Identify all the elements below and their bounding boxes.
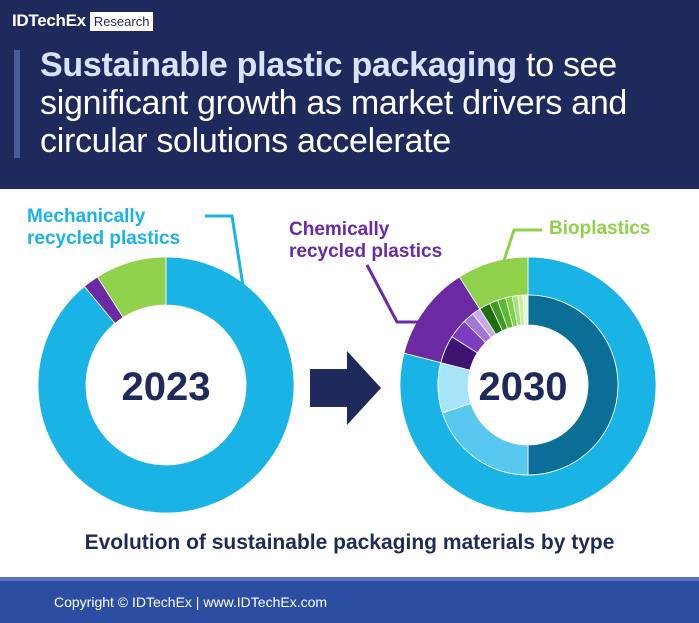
donut-hole-2030 (468, 325, 588, 445)
label-mechanically-recycled: Mechanically recycled plastics (27, 206, 181, 249)
chart-2030 (399, 256, 657, 514)
inner-slice-2 (437, 362, 472, 414)
chart-subtitle: Evolution of sustainable packaging mater… (84, 531, 615, 554)
brand-logo: IDTechEx Research (12, 10, 154, 32)
title-accent-bar (14, 50, 20, 158)
footer-divider (0, 577, 699, 581)
inner-slice-0 (527, 294, 619, 476)
chart-2023 (37, 256, 295, 514)
leader-line-mechanical (205, 214, 246, 293)
title-rest: to see significant growth as market driv… (40, 46, 628, 160)
page-title: Sustainable plastic packaging to see sig… (40, 46, 690, 160)
leader-line-bio (495, 228, 542, 283)
brand-tag: Research (89, 11, 154, 31)
footer-copyright: Copyright © IDTechEx | www.IDTechEx.com (54, 594, 328, 610)
title-bold: Sustainable plastic packaging (40, 46, 517, 84)
donut-charts: 2023 2030 (37, 214, 657, 514)
donut-hole (86, 305, 246, 465)
footer: Copyright © IDTechEx | www.IDTechEx.com (0, 581, 699, 623)
label-bioplastics: Bioplastics (549, 218, 651, 239)
arrow-icon (310, 351, 381, 425)
brand-name: IDTechEx (12, 11, 86, 30)
center-label-2023: 2023 (122, 365, 211, 409)
center-label-2030: 2030 (479, 365, 568, 409)
label-chemically-recycled: Chemically recycled plastics (289, 219, 443, 262)
header-banner: IDTechEx Research Sustainable plastic pa… (0, 0, 699, 189)
leader-line-chemical (365, 264, 437, 324)
